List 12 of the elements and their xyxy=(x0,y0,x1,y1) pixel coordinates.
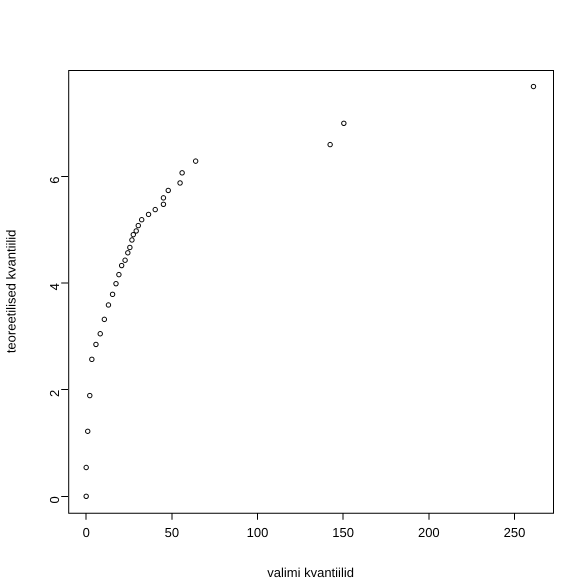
y-tick-label: 4 xyxy=(46,283,62,290)
x-tick-label: 50 xyxy=(164,525,180,540)
y-tick-label: 2 xyxy=(46,390,62,397)
y-tick-label: 0 xyxy=(46,496,62,504)
x-axis-title: valimi kvantiilid xyxy=(267,564,354,580)
x-tick-label: 250 xyxy=(504,525,526,540)
x-tick-label: 150 xyxy=(332,525,354,540)
x-tick-label: 100 xyxy=(246,525,268,540)
y-axis-title: teoreetilised kvantiilid xyxy=(3,230,18,354)
x-tick-label: 0 xyxy=(82,525,90,540)
y-tick-label: 6 xyxy=(46,176,62,184)
x-tick-label: 200 xyxy=(418,525,440,540)
